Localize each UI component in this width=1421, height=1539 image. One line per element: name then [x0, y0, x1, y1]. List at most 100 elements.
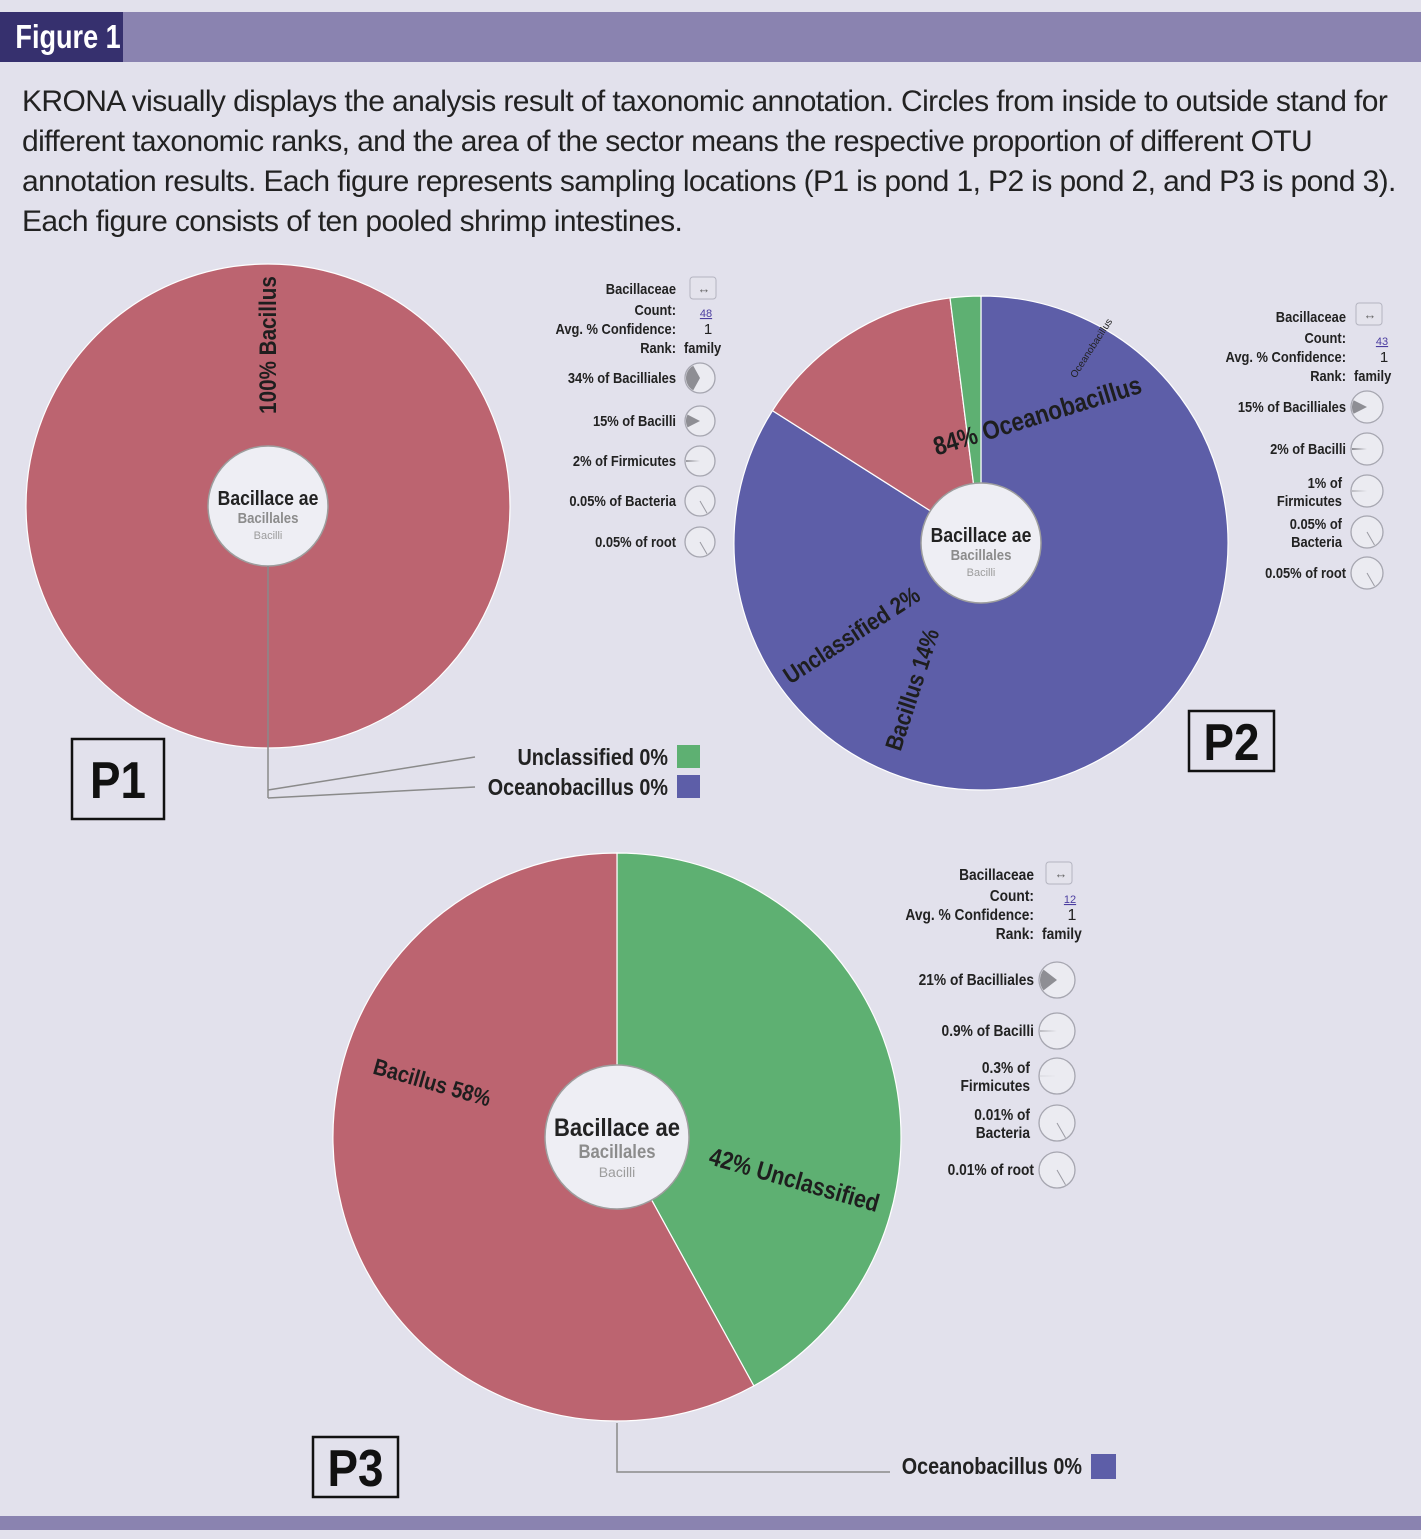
p3-info-confidence: 1	[1068, 907, 1077, 924]
p2-ancestor-0-text: 15% of Bacilliales	[1238, 398, 1346, 415]
p1-ancestor-3-pie-tick	[699, 500, 708, 514]
p1-expand-arrow-icon: ↔	[698, 281, 711, 296]
p3-ancestor-4-pie-tick	[1056, 1169, 1066, 1185]
p2-ancestor-4-pie-tick	[1366, 572, 1375, 587]
p3-ancestor-1-pie-fill	[1040, 1030, 1057, 1032]
p1-expand-button	[689, 276, 717, 300]
p3-expand-arrow-icon: ↔	[1055, 866, 1068, 881]
p2-center-sub2: Bacilli	[967, 567, 996, 579]
p2-info-confidence-label: Avg. % Confidence:	[1226, 348, 1346, 365]
p1-ancestor-4-pie-tick	[699, 541, 708, 555]
p3-center-hole	[544, 1064, 690, 1210]
p2-info-confidence: 1	[1380, 349, 1388, 366]
p3-leader-oceanobacillus	[616, 1423, 890, 1473]
p2-ancestor-3-pie-tick	[1366, 531, 1375, 546]
p3-zero-swatch-oceanobacillus	[1091, 1454, 1116, 1479]
p1-center-sub1: Bacillales	[238, 509, 299, 526]
figure-label: Figure 1	[0, 12, 123, 62]
p2-center-hole	[920, 482, 1042, 604]
p1-ancestor-2-pie-fill	[686, 460, 700, 462]
p1-ancestor-0-pie-fill	[686, 365, 700, 391]
figure-label-text: Figure 1	[15, 18, 121, 55]
header-band	[0, 12, 1421, 62]
p3-slice-bacillus	[332, 852, 755, 1422]
p2-ancestor-0-pie-fill	[1352, 400, 1367, 414]
p1-zero-label-unclassified: Unclassified 0%	[517, 745, 668, 771]
p2-panel-label: P2	[1204, 714, 1260, 771]
p2-info-rank: family	[1354, 367, 1391, 384]
p1-info-count-label: Count:	[635, 301, 676, 318]
p1-center-title: Bacillace ae	[218, 487, 319, 509]
p2-center-title: Bacillace ae	[931, 524, 1032, 546]
p3-ancestor-4-text: 0.01% of root	[948, 1161, 1034, 1179]
p3-center-sub2: Bacilli	[599, 1164, 636, 1180]
p1-info-confidence-label: Avg. % Confidence:	[556, 320, 676, 337]
p1-ancestor-2-text: 2% of Firmicutes	[573, 452, 676, 469]
p3-panel-label: P3	[328, 1440, 384, 1497]
p3-info-count-label: Count:	[990, 887, 1034, 905]
p3-ancestor-2-line1: 0.3% of	[982, 1059, 1030, 1077]
p1-ancestor-0-text: 34% of Bacilliales	[568, 369, 676, 386]
p1-zero-label-oceanobacillus: Oceanobacillus 0%	[488, 775, 668, 801]
p3-expand-button	[1045, 861, 1073, 885]
p1-zero-swatch-unclassified	[677, 745, 700, 768]
footer-band	[0, 1516, 1421, 1530]
p2-slice-unclassified	[949, 295, 982, 544]
p2-ancestor-2-pie-fill	[1352, 490, 1367, 492]
p3-center-sub1: Bacillales	[578, 1141, 655, 1162]
p2-info-count-link: 43	[1376, 336, 1388, 348]
p1-info-rank: family	[684, 339, 721, 356]
figure-caption: KRONA visually displays the analysis res…	[22, 85, 1396, 238]
p1-info-confidence: 1	[704, 321, 712, 338]
p2-center-sub1: Bacillales	[951, 546, 1012, 563]
p1-leader-unclassified	[267, 756, 476, 791]
p1-panel-box	[70, 737, 166, 821]
p3-info-name: Bacillaceae	[959, 866, 1034, 884]
p2-ancestor-4-text: 0.05% of root	[1265, 564, 1346, 581]
p2-ancestor-2-line1: 1% of	[1308, 474, 1343, 491]
p3-ancestor-0-text: 21% of Bacilliales	[919, 971, 1034, 989]
p3-center-title: Bacillace ae	[554, 1114, 680, 1142]
p2-info-rank-label: Rank:	[1310, 367, 1346, 384]
p3-panel-box	[311, 1435, 400, 1499]
p1-ancestor-4-text: 0.05% of root	[595, 533, 676, 550]
p2-info-count-label: Count:	[1305, 329, 1346, 346]
p2-ancestor-3-line2: Bacteria	[1291, 533, 1342, 550]
p3-zero-label-oceanobacillus: Oceanobacillus 0%	[902, 1454, 1082, 1480]
p1-center-sub2: Bacilli	[254, 530, 283, 542]
p1-panel-label: P1	[90, 752, 146, 809]
p3-info-rank: family	[1042, 925, 1082, 943]
p1-ancestor-1-text: 15% of Bacilli	[593, 412, 676, 429]
p2-ancestor-3-line1: 0.05% of	[1290, 515, 1343, 532]
p1-zero-swatch-oceanobacillus	[677, 775, 700, 798]
p2-ancestor-2-line2: Firmicutes	[1277, 492, 1342, 509]
p3-ancestor-2-line2: Firmicutes	[960, 1077, 1030, 1095]
p3-info-rank-label: Rank:	[996, 925, 1034, 943]
p1-ancestor-1-pie-fill	[685, 414, 700, 428]
p2-expand-arrow-icon: ↔	[1364, 307, 1377, 322]
p2-ancestor-1-text: 2% of Bacilli	[1270, 440, 1346, 457]
p3-ancestor-1-text: 0.9% of Bacilli	[942, 1022, 1034, 1040]
p3-slice-unclassified	[616, 852, 902, 1387]
p1-leader-oceanobacillus	[267, 786, 476, 799]
p3-ancestor-0-pie-fill	[1040, 969, 1057, 991]
p1-label-bacillus: 100% Bacillus	[255, 276, 282, 414]
p2-panel-box	[1187, 709, 1276, 773]
p3-info-count-link: 12	[1064, 894, 1076, 906]
p3-ancestor-3-line1: 0.01% of	[974, 1106, 1030, 1124]
p1-info-name: Bacillaceae	[606, 280, 676, 297]
p3-ancestor-3-line2: Bacteria	[976, 1124, 1031, 1142]
p3-ancestor-3-pie-tick	[1056, 1122, 1066, 1138]
p2-expand-button	[1355, 302, 1383, 326]
p3-info-confidence-label: Avg. % Confidence:	[905, 906, 1034, 924]
p1-info-count-link: 48	[700, 308, 712, 320]
p2-slice-bacillus	[771, 297, 982, 545]
p1-info-rank-label: Rank:	[640, 339, 676, 356]
p2-ancestor-1-pie-fill	[1352, 448, 1367, 450]
p1-ancestor-3-text: 0.05% of Bacteria	[569, 492, 676, 509]
p2-info-name: Bacillaceae	[1276, 308, 1346, 325]
